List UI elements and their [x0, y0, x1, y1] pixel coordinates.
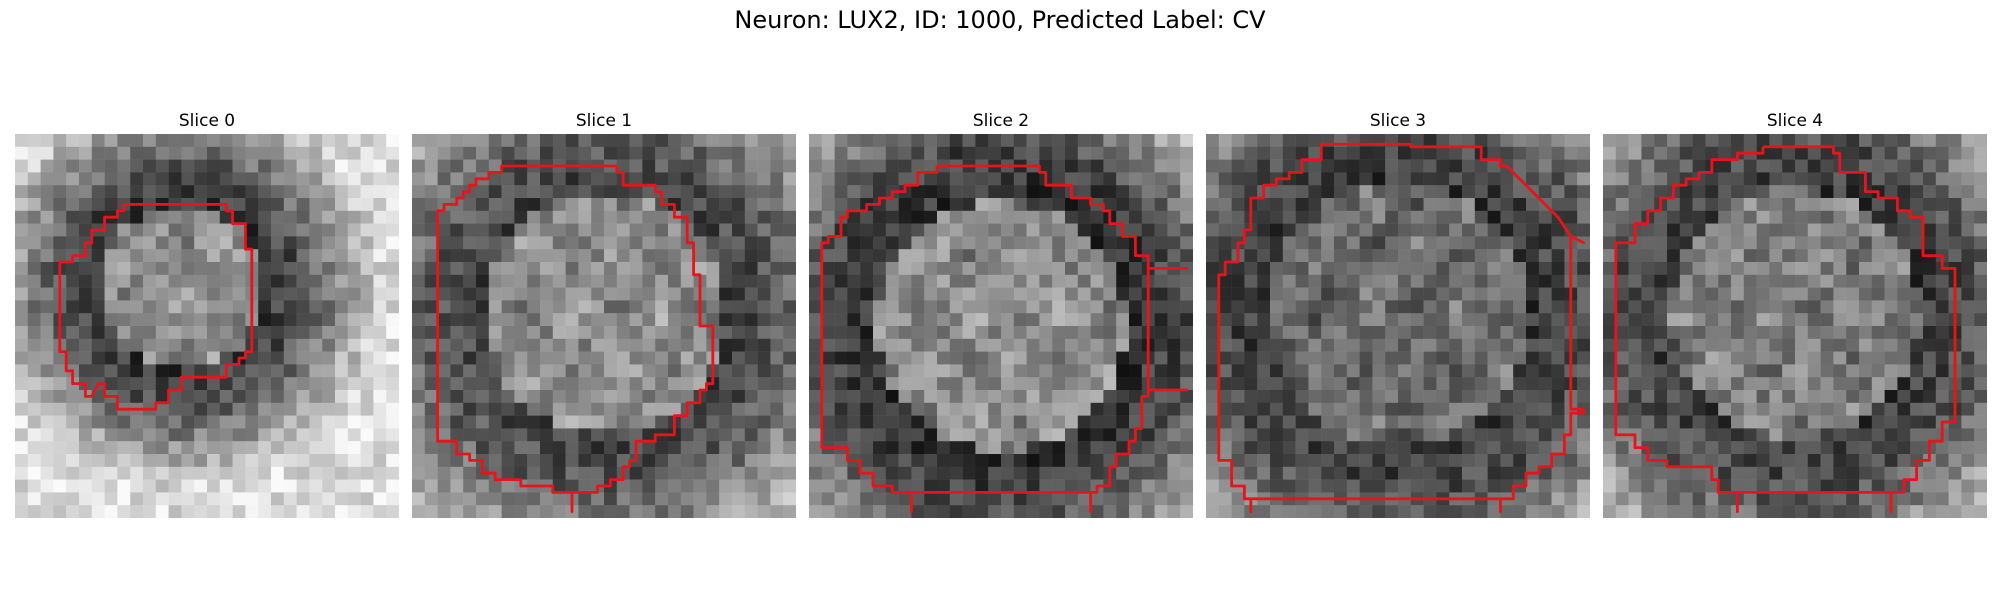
slice-title: Slice 4 — [1766, 111, 1824, 131]
segmentation-contour — [820, 164, 1189, 514]
segmentation-contour — [58, 202, 254, 411]
pixel-grid — [1206, 134, 1590, 518]
slice-title: Slice 1 — [575, 111, 633, 131]
segmentation-contour — [1614, 145, 1957, 514]
slice-image — [1206, 134, 1590, 518]
segmentation-contour — [1217, 142, 1586, 514]
slice-title: Slice 0 — [178, 111, 236, 131]
slice-image — [809, 134, 1193, 518]
slice-panel-1: Slice 1 — [412, 108, 796, 518]
segmentation-contour — [436, 164, 715, 514]
slice-title: Slice 3 — [1369, 111, 1427, 131]
slice-image — [15, 134, 399, 518]
slice-image — [1603, 134, 1987, 518]
pixel-grid — [809, 134, 1193, 518]
slice-panel-2: Slice 2 — [809, 108, 1193, 518]
pixel-grid — [1603, 134, 1987, 518]
slice-panel-4: Slice 4 — [1603, 108, 1987, 518]
slice-panel-3: Slice 3 — [1206, 108, 1590, 518]
pixel-grid — [15, 134, 399, 518]
slice-image — [412, 134, 796, 518]
figure-title: Neuron: LUX2, ID: 1000, Predicted Label:… — [734, 6, 1266, 34]
slice-panel-0: Slice 0 — [15, 108, 399, 518]
slice-title: Slice 2 — [972, 111, 1030, 131]
pixel-grid — [412, 134, 796, 518]
